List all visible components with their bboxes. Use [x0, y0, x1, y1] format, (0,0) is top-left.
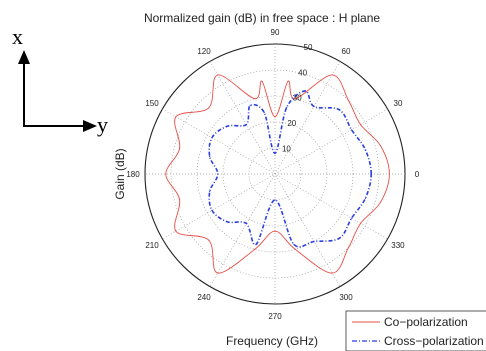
radius-tick-40: 40 [298, 68, 307, 77]
series-point-0-13 [179, 147, 181, 149]
series-point-1-4 [313, 105, 315, 108]
series-point-1-9 [249, 105, 251, 107]
series-layer [165, 74, 390, 274]
angle-tick-270: 270 [268, 312, 282, 321]
series-point-1-0 [370, 173, 372, 175]
y-axis-label: Gain (dB) [113, 148, 127, 199]
series-point-0-22 [331, 272, 333, 274]
series-point-0-1 [379, 145, 382, 147]
series-point-1-1 [364, 149, 366, 151]
series-point-1-2 [351, 129, 353, 131]
angle-tick-240: 240 [197, 293, 211, 302]
y-arrow-head [83, 120, 97, 132]
series-point-0-18 [217, 272, 219, 274]
series-point-0-20 [274, 230, 276, 232]
tick-labels: 0 30 60 90 120 150 180 210 240 270 300 330 10 20 30 40 5… [126, 28, 419, 321]
series-point-1-23 [338, 237, 340, 239]
legend-box [345, 310, 486, 351]
legend-cross-label: Cross−polarization [384, 334, 484, 348]
series-point-0-14 [165, 173, 167, 175]
series-point-0-0 [388, 173, 390, 175]
series-point-1-19 [255, 243, 257, 245]
series-point-1-17 [226, 221, 228, 223]
radius-tick-10: 10 [282, 145, 291, 154]
series-point-1-13 [209, 155, 211, 158]
chart-title: Normalized gain (dB) in free space : H p… [144, 11, 380, 25]
series-point-0-23 [347, 246, 350, 249]
series-point-1-3 [338, 109, 340, 111]
series-point-1-5 [304, 90, 306, 92]
angle-tick-30: 30 [394, 99, 403, 108]
series-point-0-21 [294, 248, 296, 250]
series-point-0-17 [208, 239, 210, 241]
series-point-1-24 [351, 217, 353, 219]
series-point-0-8 [261, 80, 263, 82]
series-point-0-11 [208, 107, 210, 109]
legend-co-label: Co−polarization [384, 315, 468, 329]
series-point-1-18 [245, 222, 247, 225]
series-point-1-15 [209, 190, 211, 193]
series-point-0-4 [331, 74, 333, 76]
series-point-1-8 [263, 111, 265, 114]
angle-tick-90: 90 [271, 28, 280, 37]
angle-tick-120: 120 [197, 47, 211, 56]
y-axis-letter: y [97, 112, 108, 137]
angle-tick-300: 300 [339, 293, 353, 302]
angle-tick-210: 210 [145, 241, 159, 250]
radius-tick-30: 30 [293, 94, 302, 103]
series-point-0-9 [254, 98, 256, 100]
series-point-1-10 [245, 123, 247, 126]
x-axis-letter: x [12, 24, 23, 49]
series-point-0-10 [217, 74, 219, 76]
series-point-1-14 [217, 173, 219, 175]
xy-reference-axes: x y [12, 24, 108, 137]
radius-tick-20: 20 [287, 119, 296, 128]
series-point-0-3 [347, 99, 350, 102]
series-point-0-16 [175, 230, 177, 232]
series-point-0-25 [379, 201, 382, 203]
series-line-co-polarization [165, 74, 390, 274]
series-point-1-12 [211, 137, 213, 139]
series-point-0-7 [274, 116, 276, 118]
series-point-0-2 [360, 124, 362, 126]
legend: Co−polarization Cross−polarization [345, 310, 486, 351]
angle-tick-150: 150 [145, 99, 159, 108]
x-axis-label: Frequency (GHz) [226, 334, 318, 348]
series-point-0-12 [175, 116, 177, 118]
series-point-0-5 [294, 98, 296, 100]
series-point-0-15 [179, 199, 181, 201]
series-point-1-25 [364, 197, 366, 199]
polar-grid [144, 43, 406, 305]
grid-spoke-150 [162, 108, 388, 240]
angle-tick-330: 330 [391, 241, 405, 250]
angle-tick-0: 0 [415, 170, 420, 179]
series-point-0-19 [254, 248, 256, 250]
series-point-1-7 [274, 152, 276, 154]
series-point-1-16 [211, 209, 213, 211]
grid-circle-40 [170, 69, 380, 279]
series-point-1-20 [274, 199, 276, 201]
radius-tick-50: 50 [304, 43, 313, 52]
series-point-0-24 [360, 222, 362, 224]
angle-tick-60: 60 [342, 47, 351, 56]
series-point-1-11 [226, 125, 228, 127]
series-point-1-21 [293, 243, 295, 245]
series-point-0-6 [287, 80, 289, 82]
x-arrow-head [18, 50, 30, 64]
series-point-1-6 [286, 106, 288, 108]
series-point-1-22 [313, 240, 315, 243]
angle-tick-180: 180 [126, 170, 140, 179]
